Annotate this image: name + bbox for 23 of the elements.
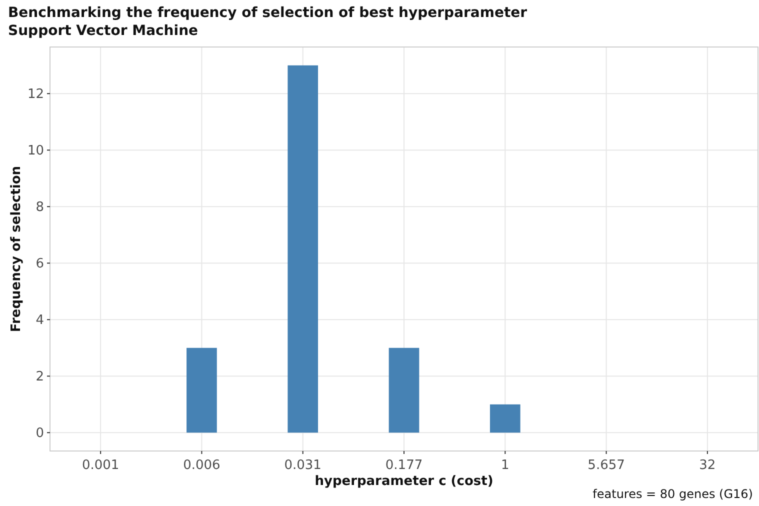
chart-title: Benchmarking the frequency of selection of best hyperparameter	[8, 5, 528, 21]
x-tick-label: 0.031	[284, 458, 322, 473]
y-tick-label: 6	[36, 256, 44, 272]
x-tick-label: 1	[501, 458, 510, 473]
bar	[490, 404, 520, 433]
x-tick-label: 5.657	[588, 458, 625, 473]
y-tick-label: 12	[27, 87, 44, 102]
y-tick-label: 2	[36, 370, 44, 385]
y-tick-label: 8	[36, 200, 44, 216]
chart-subtitle: Support Vector Machine	[8, 23, 198, 39]
bar	[186, 348, 217, 433]
x-axis-title: hyperparameter c (cost)	[314, 474, 494, 489]
x-tick-label: 0.001	[82, 458, 120, 473]
bar	[288, 65, 318, 433]
text: features = 80 genes (G16)	[592, 487, 753, 501]
y-tick-label: 10	[27, 144, 44, 159]
x-tick-label: 0.177	[385, 458, 423, 473]
y-tick-label: 4	[36, 313, 44, 328]
y-axis-title: Frequency of selection	[9, 166, 24, 332]
bar	[388, 348, 420, 433]
x-tick-label: 0.006	[183, 458, 220, 473]
y-tick-label: 0	[36, 426, 44, 442]
x-tick-label: 32	[699, 458, 716, 473]
